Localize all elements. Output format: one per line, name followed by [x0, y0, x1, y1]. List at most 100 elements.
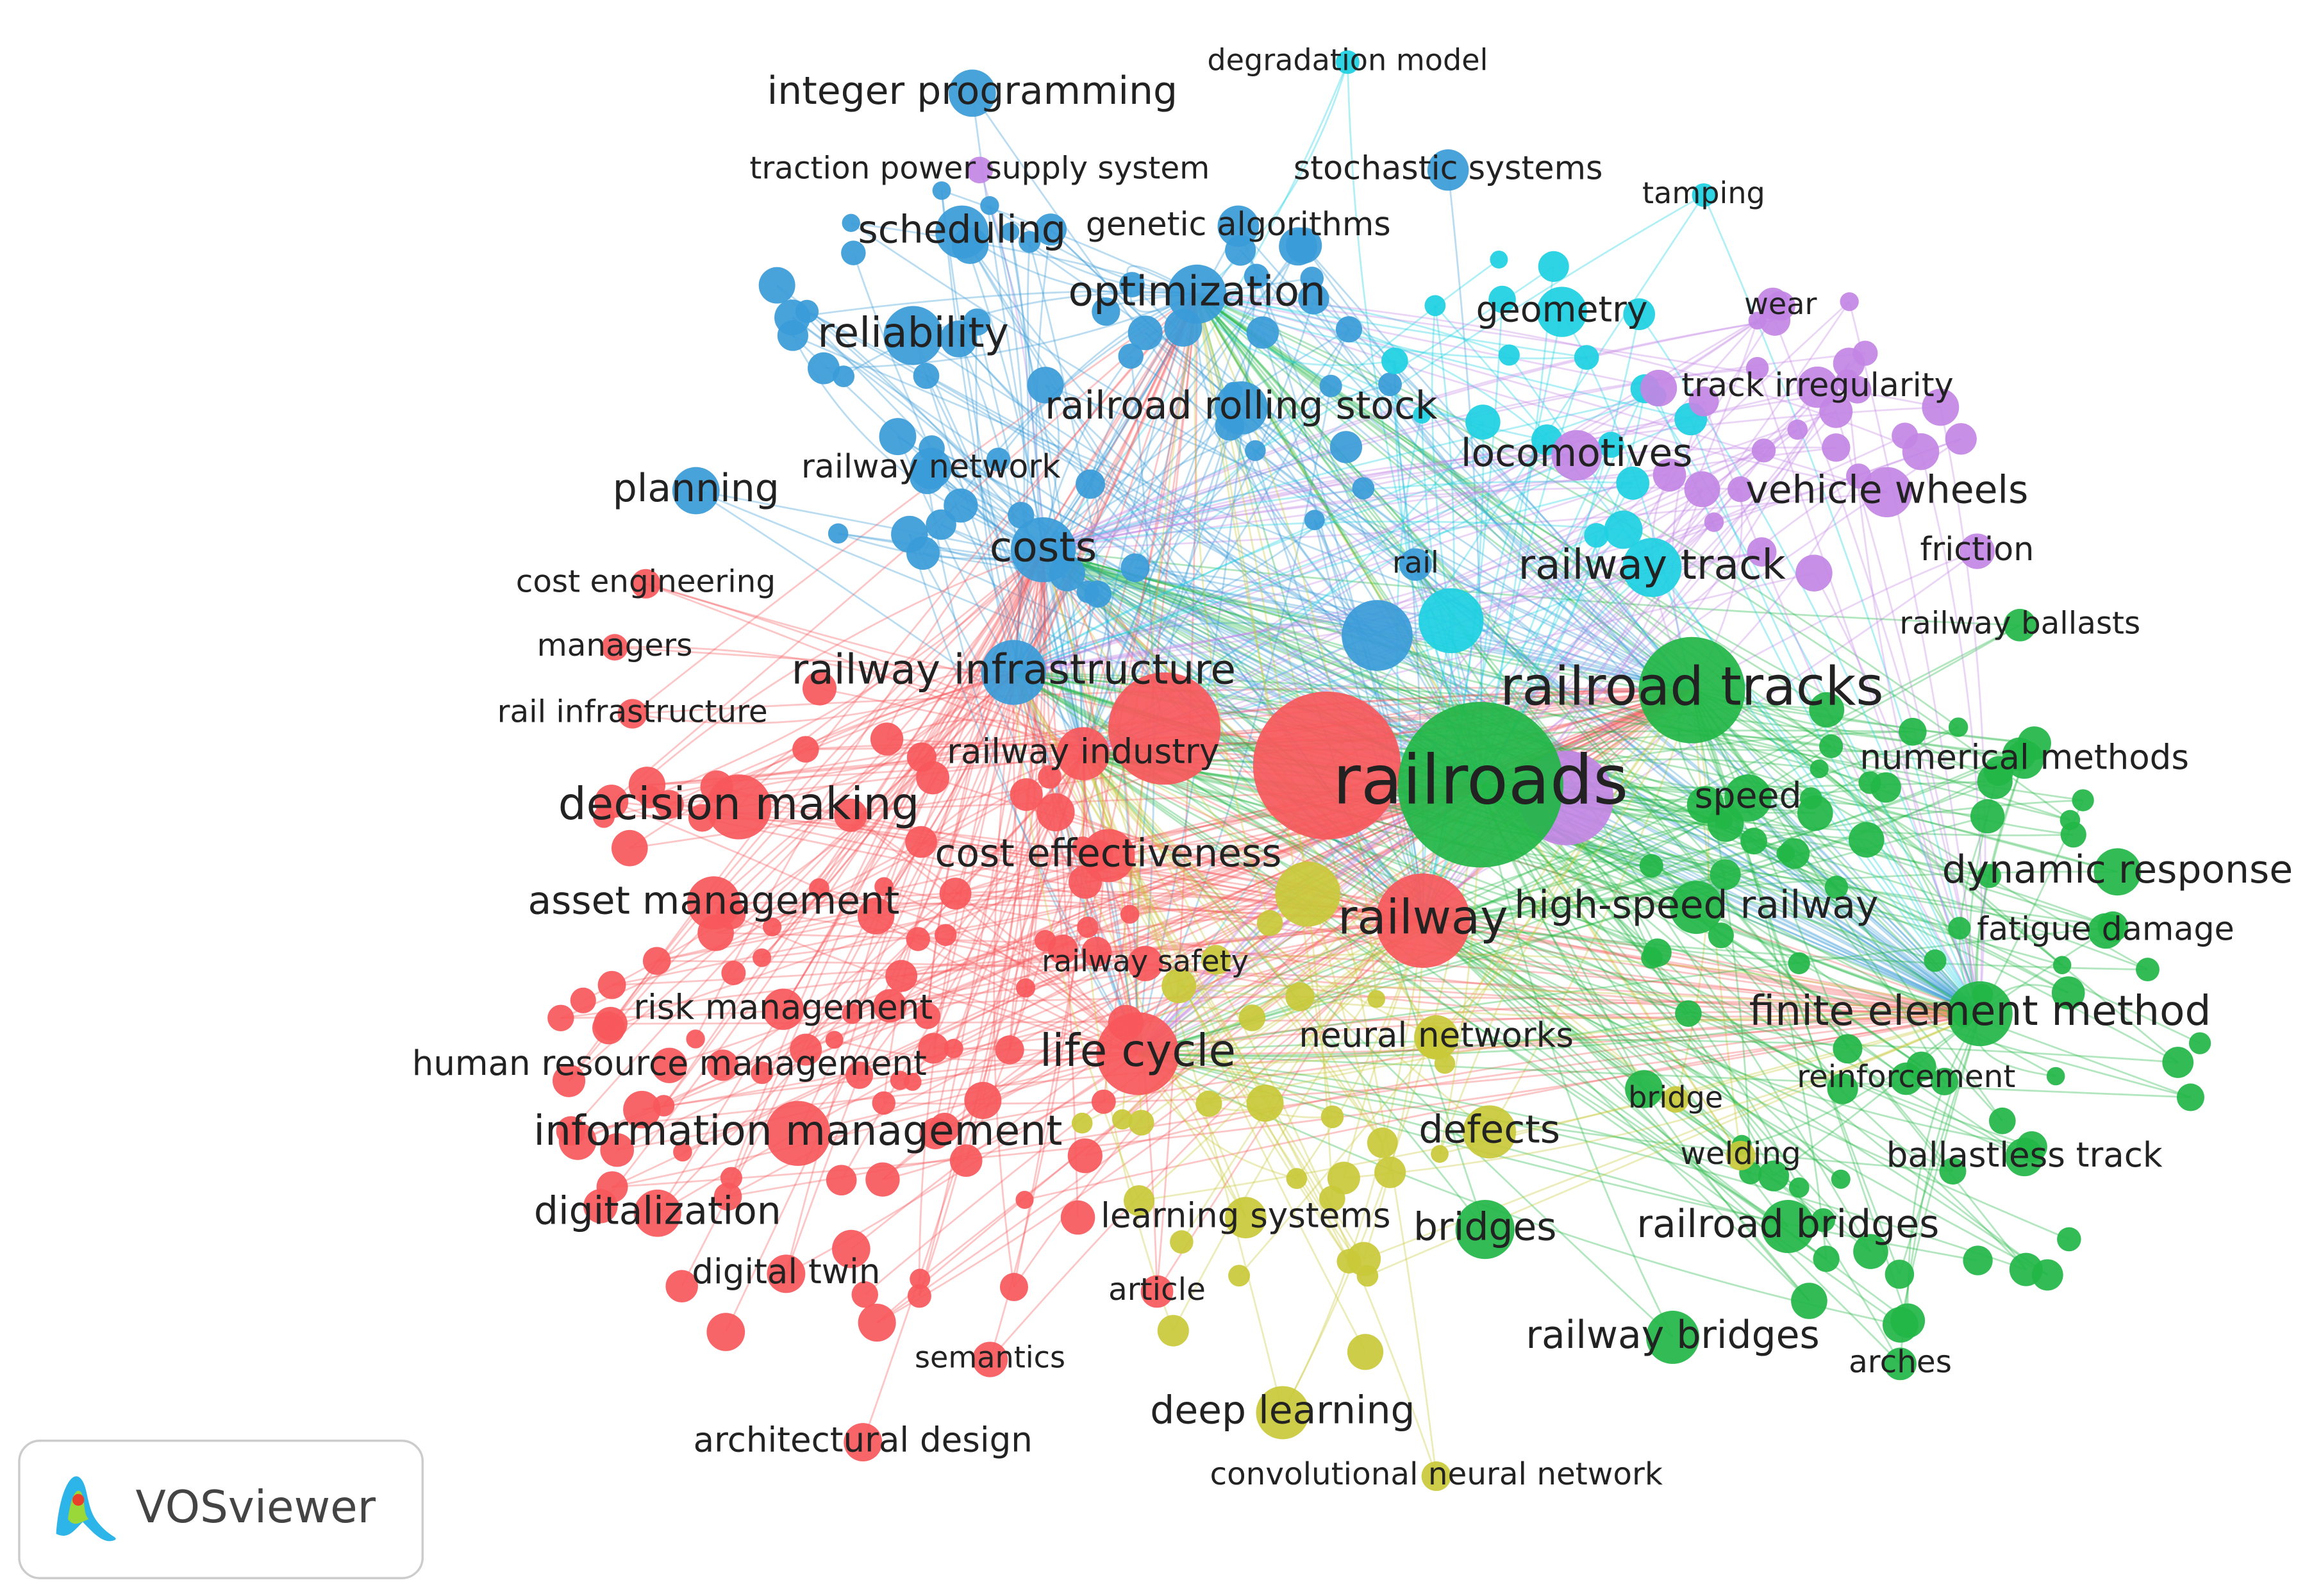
- edge: [1422, 920, 2032, 1148]
- edge: [1082, 752, 1383, 1143]
- edge: [599, 549, 1044, 1207]
- edge: [1196, 293, 1886, 788]
- edge: [1082, 752, 1301, 998]
- node: [553, 1064, 586, 1097]
- node: [939, 877, 972, 910]
- node: [570, 987, 596, 1013]
- node: [1809, 692, 1845, 727]
- node: [870, 722, 904, 756]
- node: [1304, 510, 1325, 531]
- node: [767, 1254, 806, 1293]
- edge: [1009, 231, 1029, 673]
- node-label: railway ballasts: [1899, 605, 2140, 641]
- node: [1623, 298, 1656, 331]
- edge: [1028, 242, 1139, 1054]
- edge: [883, 885, 1981, 1015]
- node: [1791, 1283, 1827, 1319]
- edge: [797, 672, 1015, 1134]
- node: [707, 1049, 739, 1081]
- node: [995, 1035, 1024, 1065]
- edge: [1196, 293, 1995, 783]
- node-label: digital twin: [692, 1252, 880, 1292]
- node-label: semantics: [915, 1340, 1065, 1374]
- node-label: railway infrastructure: [792, 646, 1236, 694]
- node: [1120, 904, 1140, 924]
- edge: [1144, 332, 1981, 1015]
- edge: [1137, 363, 1850, 1054]
- edge: [1042, 319, 1776, 551]
- node: [1740, 827, 1768, 855]
- edge: [883, 1013, 1981, 1105]
- node-label: genetic algorithms: [1086, 205, 1391, 243]
- edge: [1196, 293, 2027, 1270]
- node: [808, 352, 840, 385]
- edge: [1194, 294, 1271, 924]
- edge: [838, 532, 1692, 692]
- edge: [1082, 753, 1180, 986]
- node: [713, 1183, 742, 1211]
- node: [1427, 149, 1469, 191]
- node: [1071, 1112, 1093, 1134]
- edge: [782, 549, 1044, 1010]
- node: [1827, 1073, 1858, 1104]
- node: [1201, 945, 1231, 975]
- node: [831, 1229, 870, 1268]
- node: [858, 897, 895, 935]
- edge: [1137, 1052, 2027, 1270]
- node: [1788, 1177, 1810, 1198]
- node: [1870, 772, 1901, 803]
- node-label: human resource management: [412, 1043, 927, 1083]
- edge: [1082, 752, 1490, 1133]
- node: [1622, 538, 1682, 597]
- edge: [1013, 482, 1633, 674]
- edge: [1042, 549, 1217, 961]
- edge: [771, 549, 1044, 928]
- node: [1253, 692, 1401, 840]
- node: [672, 467, 720, 515]
- edge: [1013, 438, 1961, 674]
- edge: [1479, 784, 2027, 1270]
- node: [1298, 283, 1329, 315]
- node: [1285, 982, 1315, 1011]
- node: [844, 1423, 883, 1462]
- node: [841, 240, 866, 265]
- node: [1931, 1067, 1959, 1095]
- node: [1010, 778, 1043, 811]
- node: [1924, 949, 1947, 972]
- node: [944, 1038, 963, 1058]
- edge: [782, 672, 1015, 1010]
- edge: [1042, 549, 1378, 1000]
- edge: [1043, 491, 1887, 551]
- edge: [1096, 689, 1693, 953]
- edge: [1061, 553, 1424, 922]
- node: [1882, 1306, 1919, 1343]
- node: [1067, 1138, 1103, 1174]
- node: [981, 640, 1047, 705]
- node: [631, 569, 661, 599]
- node: [826, 1165, 857, 1196]
- edge: [713, 671, 1015, 904]
- edge: [568, 671, 1015, 1082]
- edge: [1313, 519, 1424, 921]
- node: [972, 1342, 1008, 1377]
- node: [872, 1091, 895, 1115]
- node-label: optimization: [1068, 267, 1326, 315]
- edge: [1050, 229, 1981, 1015]
- edge: [1303, 245, 1981, 1015]
- node: [1455, 1200, 1515, 1259]
- edge: [1082, 245, 1299, 754]
- node: [1244, 263, 1269, 289]
- node: [1833, 1034, 1863, 1064]
- edge: [1082, 752, 1383, 1143]
- node: [1397, 702, 1563, 868]
- edge: [1043, 395, 1657, 551]
- edge: [1083, 752, 2049, 1276]
- node: [802, 671, 837, 706]
- edge: [912, 335, 1981, 1015]
- edge: [1479, 784, 1810, 1302]
- node-label: locomotives: [1461, 431, 1693, 476]
- node: [1327, 1161, 1360, 1195]
- node: [842, 213, 860, 233]
- edge: [1042, 319, 1776, 551]
